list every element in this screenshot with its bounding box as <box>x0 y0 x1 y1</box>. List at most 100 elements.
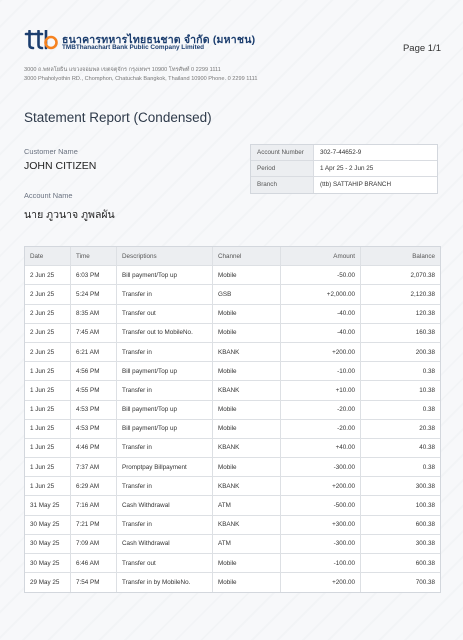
cell-channel: Mobile <box>213 400 281 419</box>
cell-time: 4:46 PM <box>71 438 117 458</box>
info-row-account-number: Account Number 302-7-44652-9 <box>251 145 437 161</box>
cell-date: 1 Jun 25 <box>25 400 71 419</box>
cell-amount: +10.00 <box>281 381 361 400</box>
cell-channel: ATM <box>213 496 281 515</box>
cell-description: Transfer in <box>117 381 213 400</box>
cell-description: Transfer in <box>117 515 213 534</box>
column-header-balance: Balance <box>412 252 435 260</box>
cell-balance: 600.38 <box>415 521 435 529</box>
info-label: Period <box>251 161 314 176</box>
cell-date: 2 Jun 25 <box>25 285 71 304</box>
cell-balance: 20.38 <box>419 425 435 433</box>
cell-channel: Mobile <box>213 362 281 381</box>
cell-description: Bill payment/Top up <box>117 419 213 438</box>
cell-balance: 200.38 <box>415 348 435 356</box>
cell-date: 1 Jun 25 <box>25 477 71 496</box>
cell-description: Transfer in <box>117 342 213 362</box>
cell-channel: GSB <box>213 285 281 304</box>
cell-date: 2 Jun 25 <box>25 266 71 285</box>
cell-balance: 600.38 <box>415 559 435 567</box>
cell-description: Cash Withdrawal <box>117 534 213 553</box>
cell-description: Bill payment/Top up <box>117 362 213 381</box>
cell-channel: Mobile <box>213 458 281 477</box>
cell-date: 30 May 25 <box>25 554 71 573</box>
cell-time: 7:09 AM <box>71 534 117 553</box>
column-header-date: Date <box>25 247 71 266</box>
cell-amount: +200.00 <box>281 477 361 496</box>
cell-description: Transfer out to MobileNo. <box>117 323 213 342</box>
transactions-table: Date Time Descriptions Channel Amount Ba… <box>24 246 441 594</box>
cell-date: 2 Jun 25 <box>25 323 71 342</box>
cell-date: 1 Jun 25 <box>25 419 71 438</box>
cell-time: 4:53 PM <box>71 419 117 438</box>
cell-channel: KBANK <box>213 342 281 362</box>
table-row: 1 Jun 25 6:29 AM Transfer in KBANK +200.00 30… <box>25 477 440 497</box>
cell-channel: Mobile <box>213 266 281 285</box>
info-value: 302-7-44652-9 <box>320 149 362 156</box>
cell-balance: 0.38 <box>422 406 435 414</box>
cell-time: 6:21 AM <box>71 342 117 362</box>
column-header-time: Time <box>71 247 117 266</box>
customer-name: JOHN CITIZEN <box>24 160 97 172</box>
cell-balance: 0.38 <box>422 463 435 471</box>
cell-balance: 120.38 <box>415 310 435 318</box>
table-row: 1 Jun 25 4:53 PM Bill payment/Top up Mobile… <box>25 419 440 439</box>
cell-description: Bill payment/Top up <box>117 400 213 419</box>
info-row-period: Period 1 Apr 25 - 2 Jun 25 <box>251 161 437 177</box>
cell-description: Transfer in <box>117 477 213 496</box>
cell-amount: -50.00 <box>281 266 361 285</box>
cell-time: 5:24 PM <box>71 285 117 304</box>
cell-time: 7:54 PM <box>71 573 117 593</box>
account-name: นาย ภูวนาจ ภูพลผัน <box>24 209 115 221</box>
info-value: 1 Apr 25 - 2 Jun 25 <box>320 165 374 172</box>
cell-date: 2 Jun 25 <box>25 342 71 362</box>
cell-description: Promptpay Billpayment <box>117 458 213 477</box>
table-row: 30 May 25 6:46 AM Transfer out Mobile -100.0… <box>25 554 440 574</box>
address-thai: 3000 ถ.พหลโยธิน แขวงจอมพล เขตจตุจักร กรุ… <box>24 67 221 73</box>
report-title: Statement Report (Condensed) <box>24 110 212 125</box>
cell-time: 4:53 PM <box>71 400 117 419</box>
info-value: (ttb) SATTAHIP BRANCH <box>320 181 392 188</box>
ttb-logo-icon <box>24 30 58 50</box>
cell-channel: Mobile <box>213 419 281 438</box>
table-row: 1 Jun 25 4:56 PM Bill payment/Top up Mobile… <box>25 362 440 382</box>
cell-amount: +40.00 <box>281 438 361 458</box>
cell-channel: KBANK <box>213 381 281 400</box>
cell-balance: 40.38 <box>419 444 435 452</box>
cell-time: 8:35 AM <box>71 304 117 323</box>
table-row: 2 Jun 25 6:03 PM Bill payment/Top up Mobile… <box>25 266 440 286</box>
cell-description: Cash Withdrawal <box>117 496 213 515</box>
cell-date: 31 May 25 <box>25 496 71 515</box>
table-row: 2 Jun 25 5:24 PM Transfer in GSB +2,000.00 2,… <box>25 285 440 305</box>
page-number: Page 1/1 <box>402 43 441 54</box>
cell-amount: -10.00 <box>281 362 361 381</box>
cell-description: Transfer in <box>117 285 213 304</box>
table-row: 29 May 25 7:54 PM Transfer in by MobileNo.… <box>25 573 440 593</box>
cell-balance: 0.38 <box>422 367 435 375</box>
cell-balance: 300.38 <box>415 482 435 490</box>
cell-balance: 700.38 <box>415 579 435 587</box>
table-row: 1 Jun 25 7:37 AM Promptpay Billpayment Mobi… <box>25 458 440 478</box>
cell-time: 4:56 PM <box>71 362 117 381</box>
cell-channel: KBANK <box>213 438 281 458</box>
cell-time: 4:55 PM <box>71 381 117 400</box>
cell-date: 1 Jun 25 <box>25 438 71 458</box>
cell-time: 6:03 PM <box>71 266 117 285</box>
info-label: Branch <box>251 177 314 193</box>
cell-description: Transfer in by MobileNo. <box>117 573 213 593</box>
cell-description: Bill payment/Top up <box>117 266 213 285</box>
cell-time: 6:46 AM <box>71 554 117 573</box>
cell-channel: Mobile <box>213 304 281 323</box>
column-header-amount: Amount <box>281 247 361 266</box>
cell-channel: ATM <box>213 534 281 553</box>
bank-name-english: TMBThanachart Bank Public Company Limite… <box>62 44 205 51</box>
cell-description: Transfer in <box>117 438 213 458</box>
cell-amount: +2,000.00 <box>281 285 361 304</box>
table-row: 2 Jun 25 7:45 AM Transfer out to MobileNo.… <box>25 323 440 343</box>
cell-balance: 10.38 <box>419 386 435 394</box>
cell-balance: 300.38 <box>415 540 435 548</box>
cell-amount: -300.00 <box>281 458 361 477</box>
cell-amount: +300.00 <box>281 515 361 534</box>
table-row: 1 Jun 25 4:46 PM Transfer in KBANK +40.00 40.… <box>25 438 440 459</box>
